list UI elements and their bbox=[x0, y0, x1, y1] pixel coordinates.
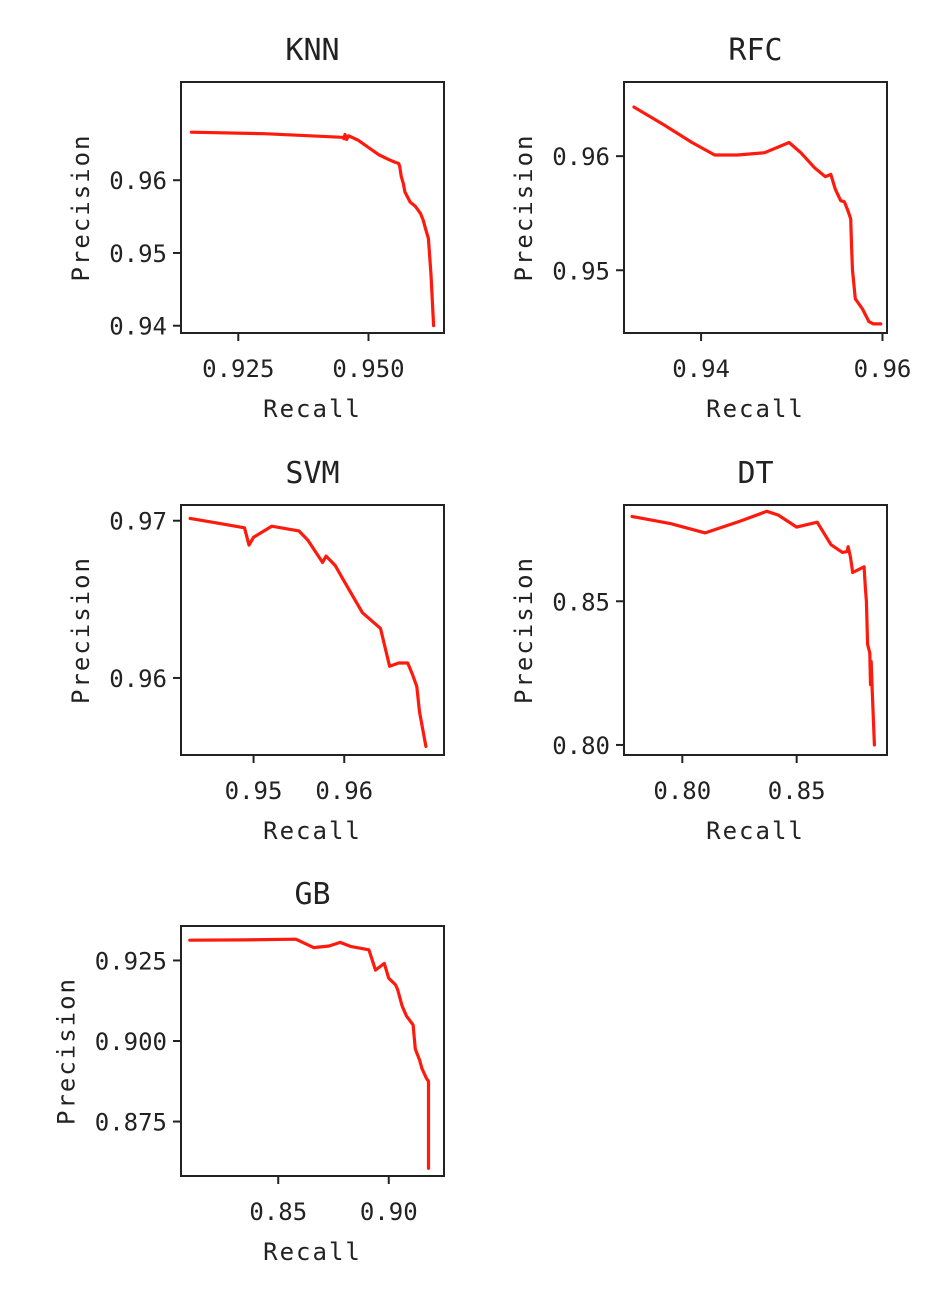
subplot-title: KNN bbox=[285, 33, 339, 68]
x-axis-label: Recall bbox=[263, 1238, 362, 1266]
x-axis-label: Recall bbox=[706, 395, 805, 423]
subplot-title: RFC bbox=[728, 33, 782, 68]
subplot-knn: KNN 0.925 0.950 0.94 0.95 0.96 Recall Precision bbox=[67, 33, 445, 423]
y-tick-label: 0.97 bbox=[109, 508, 167, 536]
plot-frame bbox=[180, 504, 445, 756]
subplot-rfc: RFC 0.94 0.96 0.95 0.96 Recall Precision bbox=[510, 33, 911, 423]
pr-curve-line bbox=[189, 130, 436, 328]
plot-frame bbox=[180, 81, 445, 334]
y-axis-label: Precision bbox=[67, 133, 95, 281]
pr-curve-line bbox=[632, 105, 883, 326]
x-axis-label: Recall bbox=[263, 395, 362, 423]
y-tick-label: 0.80 bbox=[552, 732, 610, 760]
y-tick-label: 0.96 bbox=[109, 665, 167, 693]
plot-frame bbox=[623, 81, 888, 334]
y-axis-label: Precision bbox=[510, 133, 538, 281]
y-tick-label: 0.95 bbox=[552, 257, 610, 285]
subplot-dt: DT 0.80 0.85 0.80 0.85 Recall Precision bbox=[510, 456, 888, 845]
x-tick-label: 0.96 bbox=[854, 355, 912, 383]
y-tick-label: 0.85 bbox=[552, 588, 610, 616]
pr-curve-line bbox=[188, 937, 431, 1170]
x-tick-label: 0.950 bbox=[332, 355, 404, 383]
y-tick-label: 0.95 bbox=[109, 240, 167, 268]
pr-curve-line bbox=[630, 509, 877, 747]
y-tick-label: 0.94 bbox=[109, 313, 167, 341]
x-tick-label: 0.925 bbox=[202, 355, 274, 383]
subplot-svm: SVM 0.95 0.96 0.96 0.97 Recall Precision bbox=[67, 456, 445, 845]
subplot-gb: GB 0.85 0.90 0.875 0.900 0.925 Recall Precision bbox=[53, 877, 445, 1266]
x-axis-label: Recall bbox=[263, 817, 362, 845]
x-tick-label: 0.90 bbox=[360, 1198, 418, 1226]
plot-frame bbox=[180, 925, 445, 1177]
y-axis-label: Precision bbox=[53, 977, 81, 1125]
x-axis-label: Recall bbox=[706, 817, 805, 845]
y-axis-label: Precision bbox=[510, 556, 538, 704]
subplot-title: GB bbox=[294, 877, 330, 912]
subplot-title: SVM bbox=[285, 456, 339, 491]
subplot-title: DT bbox=[737, 456, 773, 491]
x-tick-label: 0.85 bbox=[249, 1198, 307, 1226]
y-tick-label: 0.925 bbox=[95, 947, 167, 975]
x-tick-label: 0.94 bbox=[672, 355, 730, 383]
x-tick-label: 0.85 bbox=[768, 777, 826, 805]
x-tick-label: 0.96 bbox=[315, 777, 373, 805]
plot-frame bbox=[623, 504, 888, 756]
y-tick-label: 0.96 bbox=[109, 167, 167, 195]
x-tick-label: 0.80 bbox=[653, 777, 711, 805]
y-tick-label: 0.900 bbox=[95, 1028, 167, 1056]
y-tick-label: 0.875 bbox=[95, 1109, 167, 1137]
y-tick-label: 0.96 bbox=[552, 143, 610, 171]
y-axis-label: Precision bbox=[67, 556, 95, 704]
x-tick-label: 0.95 bbox=[225, 777, 283, 805]
pr-curve-line bbox=[188, 516, 428, 749]
